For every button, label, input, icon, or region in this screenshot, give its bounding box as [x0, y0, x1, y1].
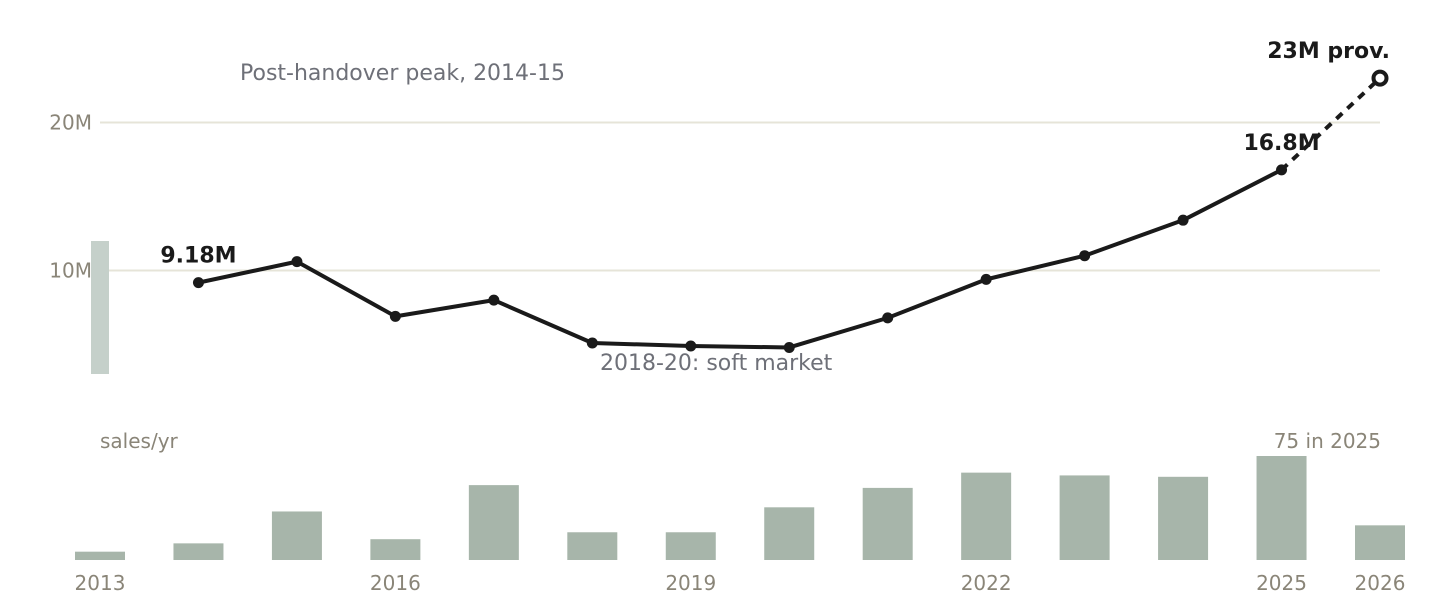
x-axis: 2013 2016 2019 2022 2025 2026 [75, 571, 1406, 595]
data-point [1276, 164, 1288, 176]
data-point [586, 337, 598, 349]
line-series-provisional [1280, 76, 1382, 172]
sales-bar [370, 539, 421, 560]
sales-bar [75, 551, 125, 560]
data-point [192, 277, 204, 289]
x-tick-label: 2013 [75, 571, 126, 595]
sales-bar [961, 472, 1012, 560]
soft-market-annotation: 2018-20: soft market [600, 351, 833, 376]
data-point [1177, 214, 1189, 226]
x-tick-label: 2016 [370, 571, 421, 595]
sales-bar [1158, 476, 1209, 560]
sales-bar [271, 511, 322, 560]
sales-bar [468, 485, 519, 560]
data-point [882, 312, 894, 324]
sales-bar [1059, 475, 1110, 560]
data-label: 9.18M [160, 244, 236, 269]
x-tick-label: 2022 [961, 571, 1012, 595]
sales-bar [1256, 456, 1307, 560]
data-point [389, 310, 401, 322]
data-labels: 9.18M 16.8M 23M prov. [160, 39, 1390, 269]
sales-bar [764, 507, 815, 560]
y-axis: 10M 20M [49, 111, 92, 283]
sales-bar [665, 532, 716, 560]
sales-bar [1355, 525, 1405, 560]
bar-panel-note: 75 in 2025 [1274, 429, 1381, 453]
sales-bar [173, 543, 224, 560]
sales-bar [567, 532, 618, 560]
peak-annotation: Post-handover peak, 2014-15 [240, 61, 565, 86]
data-label: 16.8M [1243, 131, 1319, 156]
sales-bar [862, 487, 913, 560]
price-points [192, 69, 1389, 353]
provisional-point [1371, 69, 1389, 87]
sales-bars [75, 456, 1405, 560]
data-point [488, 294, 500, 306]
price-line [198, 76, 1382, 350]
gridlines [100, 121, 1380, 272]
bar-panel-label: sales/yr [100, 429, 179, 453]
line-series-actual [198, 168, 1283, 350]
x-tick-label: 2026 [1355, 571, 1406, 595]
y-tick-label: 20M [49, 111, 92, 135]
y-tick-label: 10M [49, 259, 92, 283]
data-point [685, 340, 697, 352]
range-marker [91, 241, 109, 374]
x-tick-label: 2025 [1256, 571, 1307, 595]
x-tick-label: 2019 [665, 571, 716, 595]
data-point [783, 341, 795, 353]
data-label: 23M prov. [1267, 39, 1390, 64]
data-point [1079, 250, 1091, 262]
data-point [291, 256, 303, 268]
data-point [980, 273, 992, 285]
